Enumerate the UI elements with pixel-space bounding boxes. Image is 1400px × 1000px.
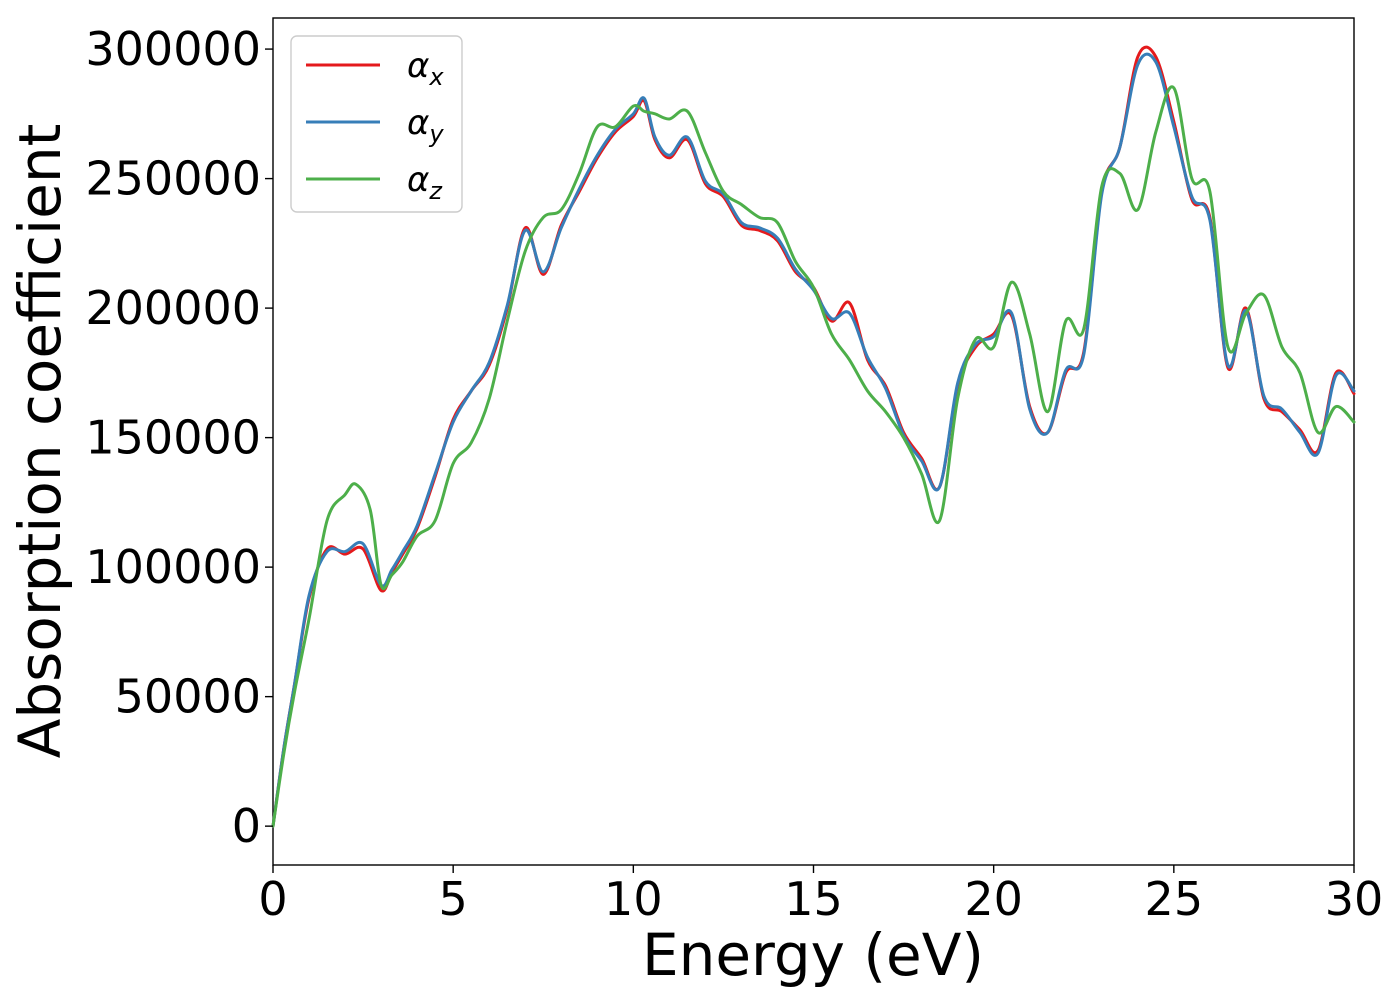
x-axis-title: Energy (eV) <box>642 921 984 989</box>
y-tick-label: 150000 <box>85 411 261 465</box>
x-ticks: 0 5 10 15 20 25 30 <box>258 865 1383 926</box>
x-tick-label: 10 <box>604 872 663 926</box>
series-line-3 <box>271 85 1356 828</box>
y-tick-label: 200000 <box>85 281 261 335</box>
y-tick-label: 0 <box>232 799 261 853</box>
y-tick-label: 300000 <box>85 22 261 76</box>
x-tick-label: 0 <box>258 872 287 926</box>
y-tick-label: 50000 <box>115 670 261 724</box>
x-tick-label: 15 <box>784 872 843 926</box>
y-tick-label: 100000 <box>85 540 261 594</box>
x-tick-label: 20 <box>964 872 1023 926</box>
y-tick-label: 250000 <box>85 152 261 206</box>
y-axis-title: Absorption coefficient <box>6 124 74 759</box>
legend-label-z: αz <box>407 160 443 205</box>
y-ticks: 0 50000 100000 150000 200000 250000 300000 <box>85 22 273 853</box>
x-tick-label: 30 <box>1325 872 1384 926</box>
x-tick-label: 5 <box>439 872 468 926</box>
legend-box <box>290 35 463 213</box>
x-tick-label: 25 <box>1145 872 1204 926</box>
series-line-2 <box>271 52 1356 828</box>
series-layer <box>271 45 1356 828</box>
